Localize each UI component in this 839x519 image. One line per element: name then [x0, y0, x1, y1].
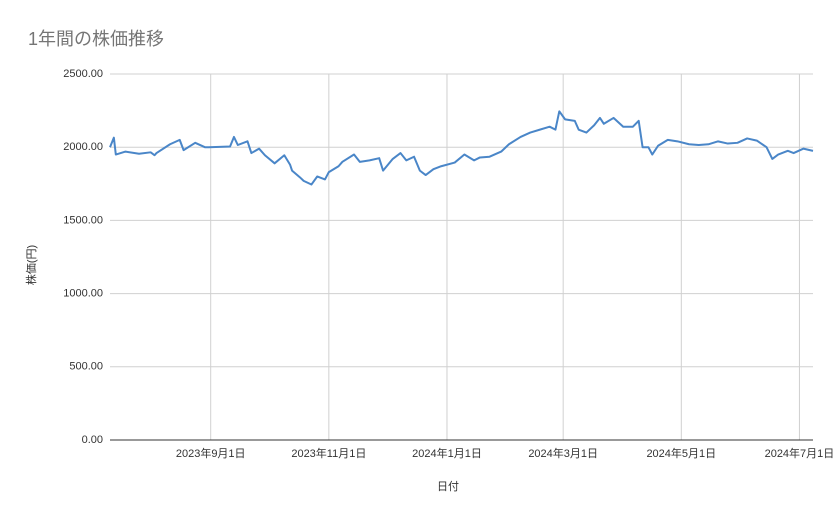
y-tick-label: 2000.00: [63, 141, 103, 153]
x-tick-label: 2023年11月1日: [291, 446, 366, 460]
x-tick-label: 2024年3月1日: [528, 446, 598, 460]
y-tick-label: 0.00: [82, 434, 103, 446]
x-tick-label: 2024年7月1日: [765, 446, 835, 460]
line-series: [109, 110, 814, 186]
y-tick-label: 2500.00: [63, 68, 103, 80]
x-tick-label: 2024年1月1日: [412, 446, 482, 460]
y-tick-label: 1500.00: [63, 214, 103, 226]
x-tick-label: 2024年5月1日: [646, 446, 716, 460]
x-axis-label: 日付: [437, 480, 459, 493]
y-tick-label: 1000.00: [63, 288, 103, 300]
y-tick-label: 500.00: [69, 361, 103, 373]
x-tick-label: 2023年9月1日: [176, 446, 246, 460]
y-axis-label: 株価(円): [24, 245, 38, 285]
chart-title: 1年間の株価推移: [28, 29, 164, 49]
